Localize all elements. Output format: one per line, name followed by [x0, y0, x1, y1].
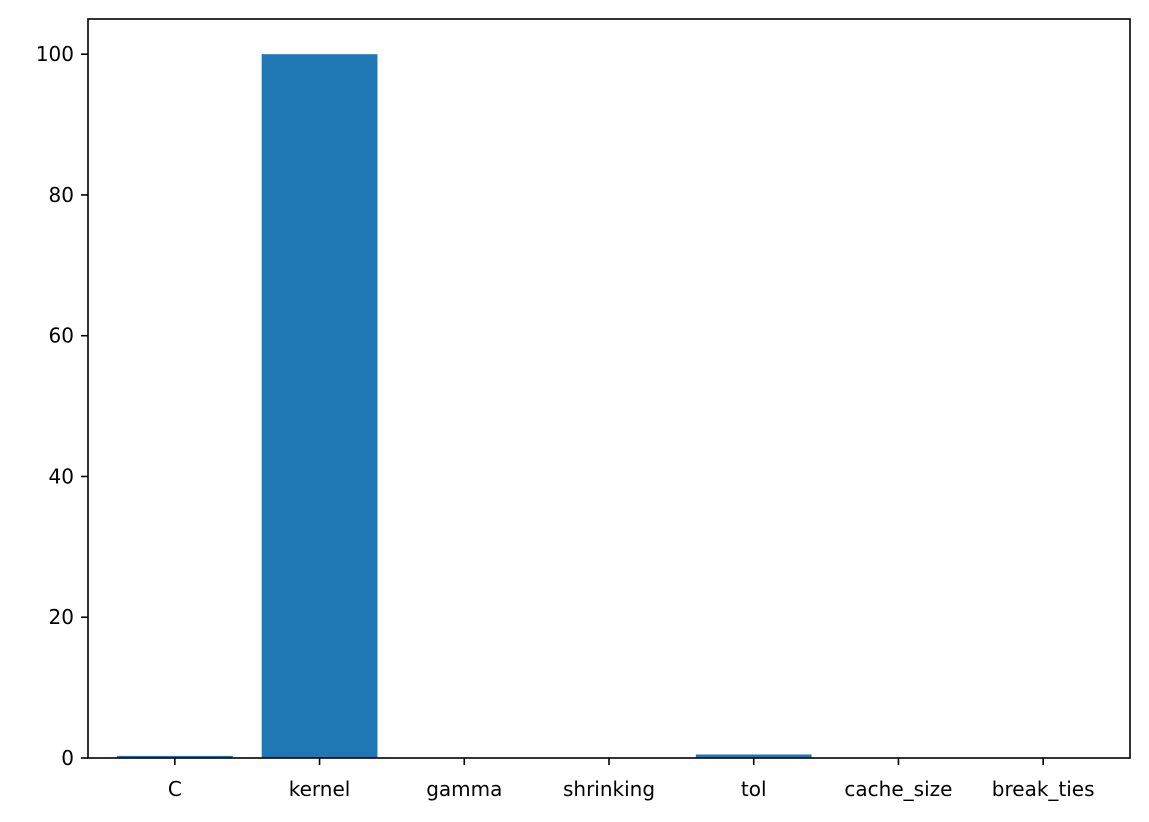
y-tick-label: 60 — [49, 324, 74, 348]
bar-tol — [695, 754, 812, 758]
x-tick-label: break_ties — [992, 777, 1095, 801]
y-tick-label: 20 — [49, 605, 74, 629]
y-tick-label: 80 — [49, 183, 74, 207]
x-tick-label: gamma — [426, 777, 502, 801]
y-axis: 0 20 40 60 80 100 — [36, 42, 88, 770]
x-tick-label: C — [168, 777, 182, 801]
x-tick-label: cache_size — [844, 777, 952, 801]
x-tick-label: kernel — [289, 777, 351, 801]
bar-c — [116, 755, 233, 758]
bar-kernel — [261, 54, 378, 758]
y-tick-label: 100 — [36, 42, 74, 66]
y-tick-label: 0 — [61, 746, 74, 770]
x-tick-label: tol — [741, 777, 767, 801]
x-tick-label: shrinking — [563, 777, 655, 801]
plot-frame — [87, 18, 1131, 759]
bars-group — [116, 54, 812, 758]
y-tick-label: 40 — [49, 464, 74, 488]
